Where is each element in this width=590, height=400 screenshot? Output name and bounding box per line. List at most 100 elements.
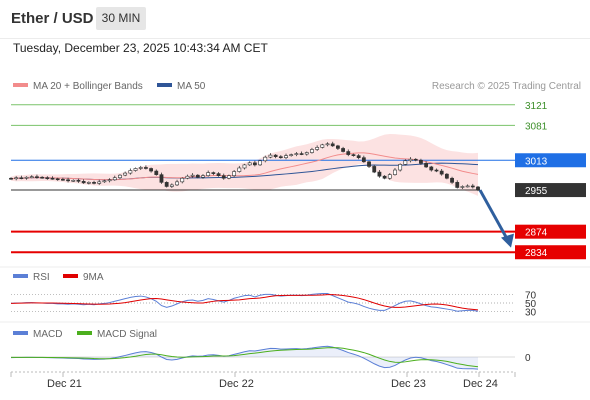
candle-body <box>169 184 174 187</box>
legend-macd-swatch <box>13 331 28 336</box>
candle-body <box>258 160 262 166</box>
instrument-title: Ether / USD <box>11 10 94 27</box>
legend-ma50-label: MA 50 <box>177 81 206 92</box>
x-tick-dec23: Dec 23 <box>391 378 426 390</box>
credit-text: Research © 2025 Trading Central <box>431 81 581 92</box>
candle-body <box>361 157 366 163</box>
candle-body <box>50 177 55 180</box>
rsi-line <box>10 292 479 312</box>
candle-body <box>216 173 221 176</box>
legend-macd-signal-label: MACD Signal <box>97 329 158 340</box>
candle-body <box>304 152 309 155</box>
candle-body <box>123 172 128 176</box>
candle-body <box>9 177 13 180</box>
candle-body <box>335 145 340 149</box>
candle-body <box>97 181 102 184</box>
candle-body <box>372 166 377 173</box>
level-tag-3013 <box>515 153 586 168</box>
candle-body <box>346 151 351 155</box>
candle-body <box>227 175 231 179</box>
candle-body <box>128 170 133 174</box>
legend-rsi-label: RSI <box>33 272 50 283</box>
candle-body <box>263 156 268 162</box>
candle-body <box>29 176 34 179</box>
candle-body <box>190 174 195 177</box>
level-label-2874: 2874 <box>525 228 548 239</box>
rsi-level-label-70: 70 <box>525 290 537 301</box>
candle-body <box>330 143 335 147</box>
candle-body <box>382 175 387 179</box>
forecast-arrow-head <box>501 233 514 248</box>
macd-zero-label: 0 <box>525 353 531 364</box>
legend-macd-signal: MACD Signal <box>77 329 157 340</box>
legend-ma20-label: MA 20 + Bollinger Bands <box>33 81 143 92</box>
candle-body <box>118 174 122 179</box>
candle-body <box>112 177 117 181</box>
rsi-ma-line <box>10 294 479 311</box>
candle-body <box>289 154 294 156</box>
ma20-line <box>10 152 479 181</box>
candle-body <box>40 176 45 179</box>
macd-area <box>11 346 478 370</box>
candle-body <box>408 158 413 162</box>
legend-rsi-ma-swatch <box>63 274 78 279</box>
candle-body <box>237 167 242 172</box>
rsi-level-label-50: 50 <box>525 299 537 310</box>
level-label-3013: 3013 <box>525 156 548 167</box>
candle-body <box>206 172 211 176</box>
level-tag-2874 <box>515 224 586 239</box>
candle-body <box>387 174 392 179</box>
rsi-level-label-30: 30 <box>525 308 537 319</box>
legend-rsi-swatch <box>13 274 28 279</box>
candle-body <box>247 162 252 166</box>
candle-body <box>273 154 278 157</box>
legend-rsi-ma-label: 9MA <box>83 272 104 283</box>
x-tick-dec21: Dec 21 <box>47 378 82 390</box>
candle-body <box>144 167 148 169</box>
legend-rsi-ma: 9MA <box>63 272 104 283</box>
candle-body <box>403 160 408 165</box>
timeframe-button[interactable]: 30 MIN <box>96 7 146 30</box>
candle-body <box>232 171 237 176</box>
x-tick-dec24: Dec 24 <box>463 378 498 390</box>
candle-body <box>299 153 304 155</box>
level-tag-2834 <box>515 245 586 260</box>
candle-body <box>439 170 444 175</box>
candle-body <box>351 154 356 156</box>
candle-body <box>356 155 361 158</box>
candle-body <box>60 178 65 181</box>
candle-body <box>76 179 81 182</box>
candle-body <box>180 177 185 183</box>
candle-body <box>133 168 138 171</box>
candle-body <box>341 148 345 152</box>
candle-body <box>185 175 190 179</box>
candle-body <box>429 166 434 171</box>
candle-body <box>138 167 143 169</box>
candle-body <box>86 182 91 184</box>
candle-body <box>211 172 216 174</box>
candle-body <box>159 174 164 183</box>
candle-body <box>278 156 283 158</box>
candle-body <box>434 169 439 172</box>
legend-rsi: RSI <box>13 272 50 283</box>
macd-signal-line <box>11 347 479 368</box>
candle-body <box>45 177 50 180</box>
candle-body <box>320 144 325 148</box>
level-label-2955: 2955 <box>525 186 548 197</box>
candle-body <box>476 186 480 191</box>
timestamp: Tuesday, December 23, 2025 10:43:34 AM C… <box>13 41 268 55</box>
candle-body <box>377 171 382 177</box>
candle-body <box>195 174 200 178</box>
candle-body <box>444 173 449 179</box>
legend-ma20-swatch <box>13 83 28 88</box>
x-tick-dec22: Dec 22 <box>219 378 254 390</box>
candle-body <box>424 163 429 168</box>
candle-body <box>465 185 470 188</box>
legend-ma50: MA 50 <box>157 81 205 92</box>
candle-body <box>242 164 247 169</box>
legend-macd-label: MACD <box>33 329 63 340</box>
candle-body <box>24 176 29 179</box>
candle-body <box>310 149 314 153</box>
level-label-2834: 2834 <box>525 248 548 259</box>
